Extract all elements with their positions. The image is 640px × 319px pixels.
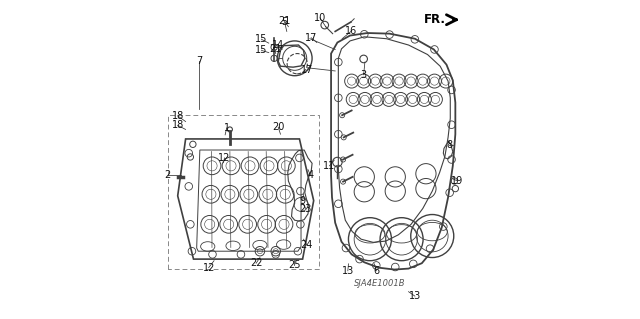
Text: 12: 12 <box>218 153 230 163</box>
Text: 2: 2 <box>164 170 171 180</box>
Text: 16: 16 <box>345 26 357 36</box>
Text: 9: 9 <box>300 196 306 206</box>
Text: 12: 12 <box>202 263 215 273</box>
Text: 19: 19 <box>451 176 464 186</box>
Text: 13: 13 <box>342 266 354 276</box>
Text: 3: 3 <box>360 70 367 80</box>
Text: 14: 14 <box>272 40 284 50</box>
Text: 22: 22 <box>250 258 262 268</box>
Text: 21: 21 <box>278 16 291 26</box>
Text: SJA4E1001B: SJA4E1001B <box>354 279 405 288</box>
Text: 5: 5 <box>282 17 288 27</box>
Text: 20: 20 <box>272 122 284 132</box>
Text: 17: 17 <box>301 65 313 75</box>
Text: 21: 21 <box>269 44 282 55</box>
Text: 23: 23 <box>300 204 312 213</box>
Text: 15: 15 <box>255 45 268 56</box>
Text: 17: 17 <box>305 33 317 43</box>
Text: 1: 1 <box>223 123 230 133</box>
Text: 18: 18 <box>172 120 184 130</box>
Text: 11: 11 <box>323 161 335 171</box>
Text: FR.: FR. <box>424 13 445 26</box>
Text: 4: 4 <box>307 170 314 180</box>
Text: 18: 18 <box>172 111 184 121</box>
Text: 15: 15 <box>255 34 268 44</box>
Text: 13: 13 <box>409 291 421 301</box>
Text: 8: 8 <box>446 140 452 150</box>
Text: 24: 24 <box>301 240 313 250</box>
Text: 25: 25 <box>288 260 300 271</box>
Text: 7: 7 <box>196 56 202 66</box>
Text: 10: 10 <box>314 13 326 23</box>
Text: 6: 6 <box>373 266 380 276</box>
